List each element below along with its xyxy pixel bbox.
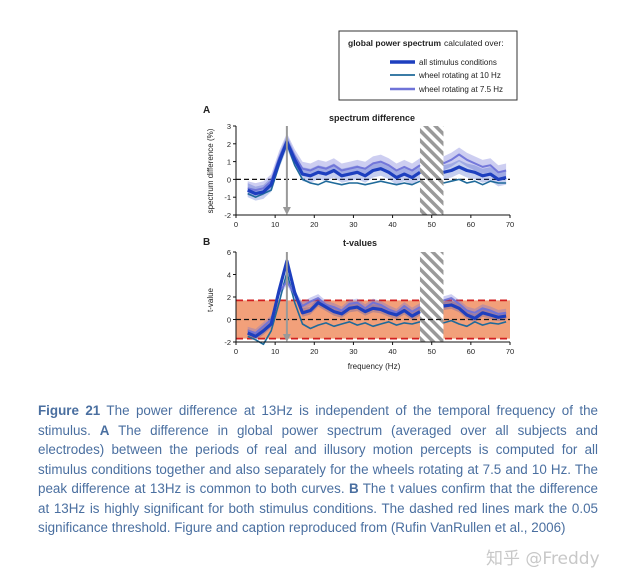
caption-part3: The t values confirm that the difference…	[38, 481, 599, 535]
x-tick-label: 20	[310, 220, 318, 229]
series-line	[443, 303, 507, 320]
y-tick-label: 2	[227, 140, 231, 149]
x-tick-label: 60	[467, 347, 475, 356]
x-tick-label: 20	[310, 347, 318, 356]
series-line	[443, 319, 507, 328]
figure: global power spectrum calculated over: al…	[203, 30, 518, 371]
series-confidence-band	[443, 300, 507, 323]
figure-caption: Figure 21 The power difference at 13Hz i…	[38, 401, 598, 538]
x-tick-label: 10	[271, 347, 279, 356]
series-line	[443, 165, 507, 181]
x-tick-label: 70	[506, 220, 514, 229]
panel-a-letter: A	[203, 105, 210, 116]
series-line	[443, 153, 507, 174]
series-confidence-band	[443, 294, 507, 318]
x-tick-label: 30	[349, 220, 357, 229]
panel-b-letter: B	[203, 237, 210, 248]
series-line	[247, 259, 421, 338]
panel-b-title: t-values	[343, 238, 377, 248]
x-tick-label: 50	[428, 220, 436, 229]
legend-title: global power spectrum calculated over:	[348, 38, 504, 48]
legend-label: wheel rotating at 10 Hz	[418, 71, 501, 80]
legend: global power spectrum calculated over: al…	[338, 30, 518, 101]
y-tick-label: 3	[227, 122, 231, 131]
y-tick-label: 2	[227, 293, 231, 302]
x-tick-label: 30	[349, 347, 357, 356]
caption-label: Figure 21	[38, 403, 101, 418]
peak-marker-arrow	[282, 207, 291, 215]
peak-marker-arrow	[282, 334, 291, 342]
x-tick-label: 10	[271, 220, 279, 229]
x-tick-label: 0	[234, 347, 238, 356]
y-tick-label: 6	[227, 248, 231, 257]
series-line	[247, 140, 421, 196]
x-tick-label: 0	[234, 220, 238, 229]
panel-b-xlabel: frequency (Hz)	[348, 362, 401, 371]
y-tick-label: 1	[227, 158, 231, 167]
caption-a: A	[99, 422, 110, 438]
x-tick-label: 40	[388, 220, 396, 229]
x-tick-label: 40	[388, 347, 396, 356]
excluded-frequency-range	[419, 252, 444, 342]
series-line	[247, 271, 421, 346]
panel-a: A spectrum difference spectrum differenc…	[203, 105, 514, 229]
y-tick-label: 0	[227, 316, 231, 325]
series-line	[443, 297, 507, 315]
y-tick-label: -2	[224, 338, 231, 347]
x-tick-label: 70	[506, 347, 514, 356]
y-tick-label: -1	[224, 193, 231, 202]
x-tick-label: 50	[428, 347, 436, 356]
excluded-frequency-range	[419, 126, 444, 215]
x-tick-label: 60	[467, 220, 475, 229]
legend-label: all stimulus conditions	[419, 58, 497, 67]
panel-a-title: spectrum difference	[329, 113, 415, 123]
y-tick-label: -2	[224, 211, 231, 220]
panel-a-ylabel: spectrum difference (%)	[206, 128, 215, 213]
panel-b-ylabel: t-value	[206, 287, 215, 312]
caption-b: B	[348, 481, 359, 496]
y-tick-label: 4	[227, 271, 231, 280]
caption-part2: The difference in global power spectrum …	[38, 422, 598, 497]
y-tick-label: 0	[227, 175, 231, 184]
watermark: 知乎 @Freddy	[486, 549, 600, 569]
legend-label: wheel rotating at 7.5 Hz	[418, 85, 503, 94]
caption-part1: The power difference at 13Hz is independ…	[38, 403, 598, 438]
series-line	[443, 178, 507, 186]
